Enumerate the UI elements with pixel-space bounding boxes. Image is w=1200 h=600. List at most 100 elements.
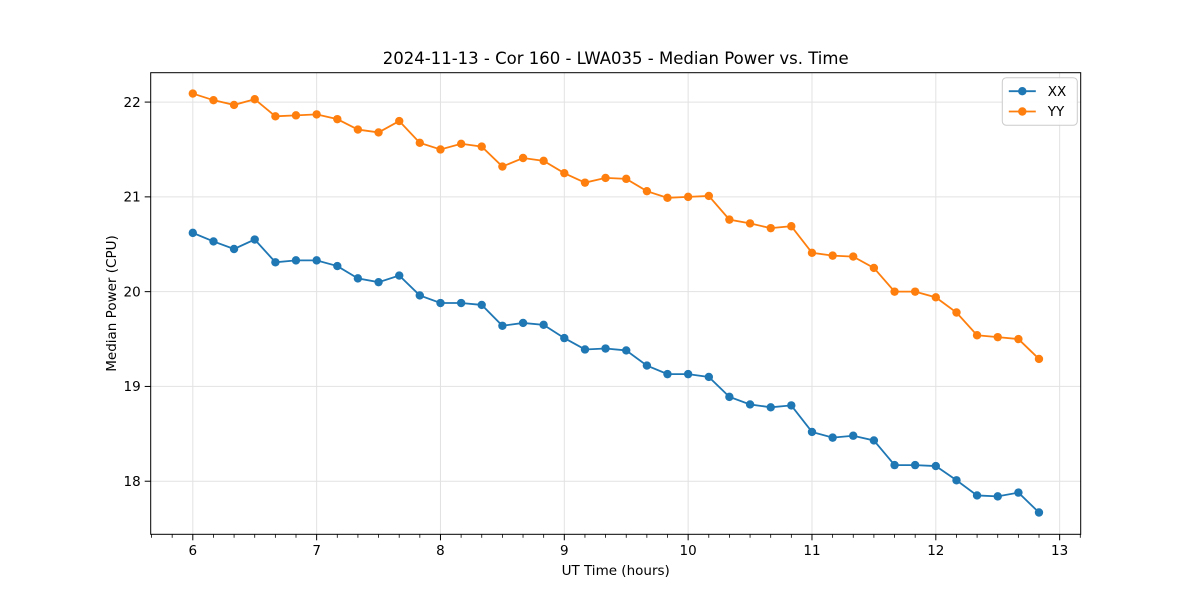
data-point-marker bbox=[683, 192, 693, 202]
x-tick-label: 9 bbox=[560, 543, 569, 559]
data-point-marker bbox=[291, 256, 301, 265]
data-point-marker bbox=[622, 346, 631, 355]
data-point-marker bbox=[910, 460, 920, 470]
chart-title: 2024-11-13 - Cor 160 - LWA035 - Median P… bbox=[383, 49, 849, 68]
data-point-marker bbox=[291, 111, 301, 120]
data-point-marker bbox=[250, 95, 259, 104]
legend-marker-swatch bbox=[1018, 87, 1027, 96]
data-point-marker bbox=[353, 125, 363, 134]
y-tick-label: 22 bbox=[124, 95, 141, 111]
x-tick-label: 11 bbox=[803, 543, 820, 559]
data-point-marker bbox=[725, 215, 734, 224]
gridlines bbox=[150, 72, 1081, 535]
data-point-marker bbox=[456, 139, 466, 148]
data-point-marker bbox=[374, 128, 383, 137]
data-point-marker bbox=[828, 251, 837, 260]
legend-item-XX: XX bbox=[1008, 84, 1067, 100]
data-point-marker bbox=[787, 401, 796, 410]
data-point-marker bbox=[869, 436, 879, 445]
series-YY bbox=[188, 89, 1044, 364]
data-point-marker bbox=[993, 332, 1002, 342]
y-tick-label: 20 bbox=[124, 284, 141, 300]
data-point-marker bbox=[601, 344, 610, 353]
data-point-marker bbox=[787, 222, 796, 231]
x-tick-label: 7 bbox=[312, 543, 321, 559]
data-point-marker bbox=[869, 263, 879, 273]
x-tick-label: 12 bbox=[927, 543, 944, 559]
data-point-marker bbox=[931, 461, 941, 471]
data-point-marker bbox=[436, 298, 445, 308]
data-point-marker bbox=[828, 433, 837, 442]
data-point-marker bbox=[622, 174, 631, 184]
data-point-marker bbox=[560, 168, 569, 178]
data-point-marker bbox=[209, 95, 218, 105]
data-point-marker bbox=[333, 114, 342, 124]
data-point-marker bbox=[807, 427, 817, 437]
data-point-marker bbox=[1034, 354, 1044, 364]
data-point-marker bbox=[436, 145, 445, 154]
data-point-marker bbox=[560, 333, 569, 343]
data-point-marker bbox=[766, 223, 775, 233]
data-point-marker bbox=[972, 491, 982, 500]
x-axis-label: UT Time (hours) bbox=[562, 563, 670, 579]
data-point-marker bbox=[972, 331, 982, 340]
legend-label: YY bbox=[1047, 104, 1065, 120]
x-tick-label: 13 bbox=[1051, 543, 1068, 559]
data-point-marker bbox=[952, 308, 961, 317]
data-point-marker bbox=[745, 400, 755, 409]
data-point-marker bbox=[188, 89, 198, 98]
data-point-marker bbox=[890, 460, 899, 470]
data-point-marker bbox=[725, 392, 734, 402]
data-point-marker bbox=[931, 293, 941, 302]
data-point-marker bbox=[539, 320, 548, 330]
data-point-marker bbox=[271, 112, 280, 121]
x-tick-label: 10 bbox=[680, 543, 697, 559]
data-point-marker bbox=[1014, 334, 1023, 344]
data-point-marker bbox=[271, 258, 280, 267]
series-line bbox=[192, 92, 1040, 360]
axes: 6 7 8 9 10 11 12 13 18 19 20 21 22 bbox=[124, 72, 1082, 559]
data-point-marker bbox=[395, 271, 404, 280]
data-point-marker bbox=[229, 244, 239, 254]
data-point-marker bbox=[415, 291, 424, 300]
legend-item-YY: YY bbox=[1008, 104, 1065, 120]
data-point-marker bbox=[642, 186, 652, 196]
legend-marker-swatch bbox=[1018, 107, 1027, 116]
data-point-marker bbox=[580, 178, 590, 187]
legend-label: XX bbox=[1048, 84, 1067, 100]
data-point-marker bbox=[849, 431, 858, 440]
data-point-marker bbox=[353, 274, 363, 283]
data-point-marker bbox=[518, 318, 528, 328]
data-point-marker bbox=[539, 156, 548, 166]
data-point-marker bbox=[477, 142, 486, 151]
plot-border bbox=[150, 72, 1082, 535]
data-point-marker bbox=[952, 476, 961, 485]
data-point-marker bbox=[312, 110, 321, 119]
data-point-marker bbox=[580, 345, 590, 354]
data-point-marker bbox=[766, 403, 775, 412]
data-point-marker bbox=[395, 116, 404, 126]
data-point-marker bbox=[456, 298, 466, 308]
data-point-marker bbox=[374, 277, 383, 287]
y-tick-label: 19 bbox=[124, 379, 141, 395]
data-point-marker bbox=[518, 153, 528, 163]
y-axis-label: Median Power (CPU) bbox=[104, 235, 120, 371]
series-XX bbox=[188, 228, 1044, 517]
data-point-marker bbox=[910, 287, 920, 296]
data-point-marker bbox=[1034, 508, 1044, 517]
data-point-marker bbox=[601, 173, 610, 183]
data-point-marker bbox=[745, 219, 755, 228]
data-point-marker bbox=[188, 228, 198, 238]
data-point-marker bbox=[849, 252, 858, 261]
x-tick-label: 8 bbox=[436, 543, 445, 559]
data-point-marker bbox=[663, 193, 672, 203]
data-point-marker bbox=[683, 369, 693, 379]
x-tick-label: 6 bbox=[189, 543, 198, 559]
data-point-marker bbox=[477, 300, 486, 310]
data-point-marker bbox=[312, 256, 321, 265]
legend: XX YY bbox=[1001, 77, 1078, 126]
data-point-marker bbox=[704, 372, 714, 382]
data-point-marker bbox=[704, 191, 714, 201]
